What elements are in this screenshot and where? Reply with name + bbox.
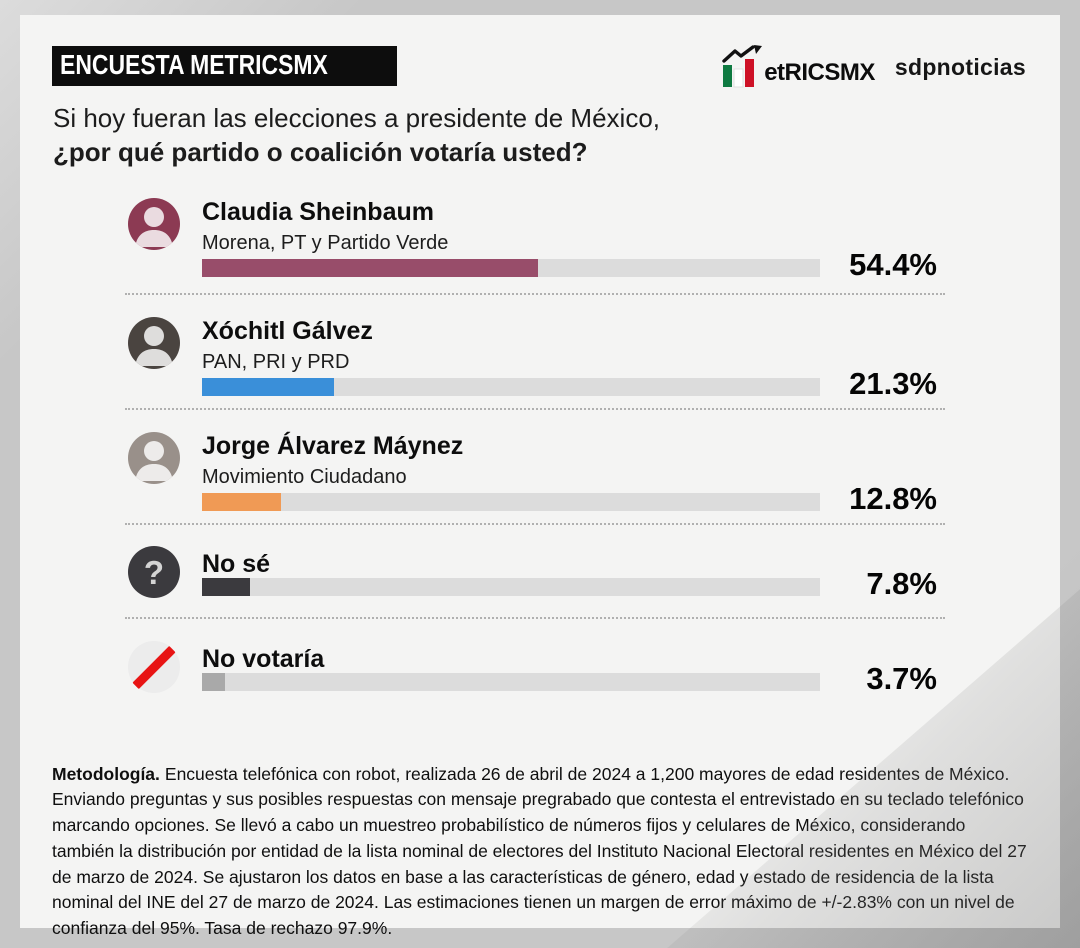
bar-track bbox=[202, 578, 820, 596]
question-mark-icon: ? bbox=[128, 546, 180, 598]
candidate-name: Claudia Sheinbaum bbox=[202, 198, 434, 226]
red-slash bbox=[132, 645, 176, 689]
question-line-2: ¿por qué partido o coalición votaría ust… bbox=[53, 137, 588, 167]
percentage-label: 12.8% bbox=[849, 481, 937, 516]
metricsmx-logo-icon bbox=[722, 45, 763, 88]
avatar-xochitl-galvez bbox=[128, 317, 180, 369]
bar-fill bbox=[202, 673, 225, 691]
brand-logos: etRICSMX sdpnoticias bbox=[721, 45, 1026, 89]
candidate-party: PAN, PRI y PRD bbox=[202, 351, 350, 373]
percentage-label: 54.4% bbox=[849, 247, 937, 282]
bar-fill bbox=[202, 378, 334, 396]
person-silhouette-icon bbox=[135, 326, 173, 366]
methodology-label: Metodología. bbox=[52, 763, 160, 784]
percentage-label: 3.7% bbox=[866, 661, 937, 696]
candidate-name: Xóchitl Gálvez bbox=[202, 317, 373, 345]
question-line-1: Si hoy fueran las elecciones a president… bbox=[53, 103, 661, 133]
percentage-label: 21.3% bbox=[849, 366, 937, 401]
metricsmx-wordmark: etRICSMX bbox=[764, 59, 875, 86]
avatar-jorge-alvarez-maynez bbox=[128, 432, 180, 484]
poll-question: Si hoy fueran las elecciones a president… bbox=[53, 101, 660, 169]
candidate-party: Movimiento Ciudadano bbox=[202, 466, 407, 488]
bar-track bbox=[202, 673, 820, 691]
dotted-separator bbox=[125, 408, 945, 410]
dotted-separator bbox=[125, 523, 945, 525]
candidate-name: Jorge Álvarez Máynez bbox=[202, 432, 464, 460]
bar-fill bbox=[202, 578, 251, 596]
methodology-text: Metodología. Encuesta telefónica con robo… bbox=[52, 762, 1030, 943]
metricsmx-logo: etRICSMX bbox=[721, 45, 875, 89]
person-silhouette-icon bbox=[135, 207, 173, 247]
poll-row-no-se: ? No sé 7.8% bbox=[20, 546, 1060, 650]
poll-row-jorge-alvarez-maynez: Jorge Álvarez Máynez Movimiento Ciudadan… bbox=[20, 432, 1060, 532]
question-glyph: ? bbox=[143, 553, 165, 591]
dotted-separator bbox=[125, 617, 945, 619]
poll-row-xochitl-galvez: Xóchitl Gálvez PAN, PRI y PRD 21.3% bbox=[20, 317, 1060, 417]
sdpnoticias-logo: sdpnoticias bbox=[894, 53, 1026, 80]
person-silhouette-icon bbox=[135, 441, 173, 481]
candidate-party: Morena, PT y Partido Verde bbox=[202, 232, 449, 254]
avatar-claudia-sheinbaum bbox=[128, 198, 180, 250]
dotted-separator bbox=[125, 293, 945, 295]
poll-row-no-votaria: No votaría 3.7% bbox=[20, 641, 1060, 745]
bar-fill bbox=[202, 493, 282, 511]
bar-fill bbox=[202, 259, 539, 277]
methodology-body: Encuesta telefónica con robot, realizada… bbox=[52, 763, 1027, 939]
poll-row-claudia-sheinbaum: Claudia Sheinbaum Morena, PT y Partido V… bbox=[20, 198, 1060, 298]
poll-card: ENCUESTA METRICSMX etRICSMX sdpnoticias … bbox=[20, 15, 1060, 938]
poll-title: ENCUESTA METRICSMX bbox=[60, 49, 328, 80]
no-vote-slash-icon bbox=[128, 641, 180, 693]
percentage-label: 7.8% bbox=[866, 566, 937, 601]
bar-track bbox=[202, 493, 820, 511]
bar-track bbox=[202, 259, 820, 277]
option-label: No sé bbox=[202, 550, 271, 578]
option-label: No votaría bbox=[202, 645, 325, 673]
bar-track bbox=[202, 378, 820, 396]
poll-title-badge: ENCUESTA METRICSMX bbox=[52, 46, 397, 86]
